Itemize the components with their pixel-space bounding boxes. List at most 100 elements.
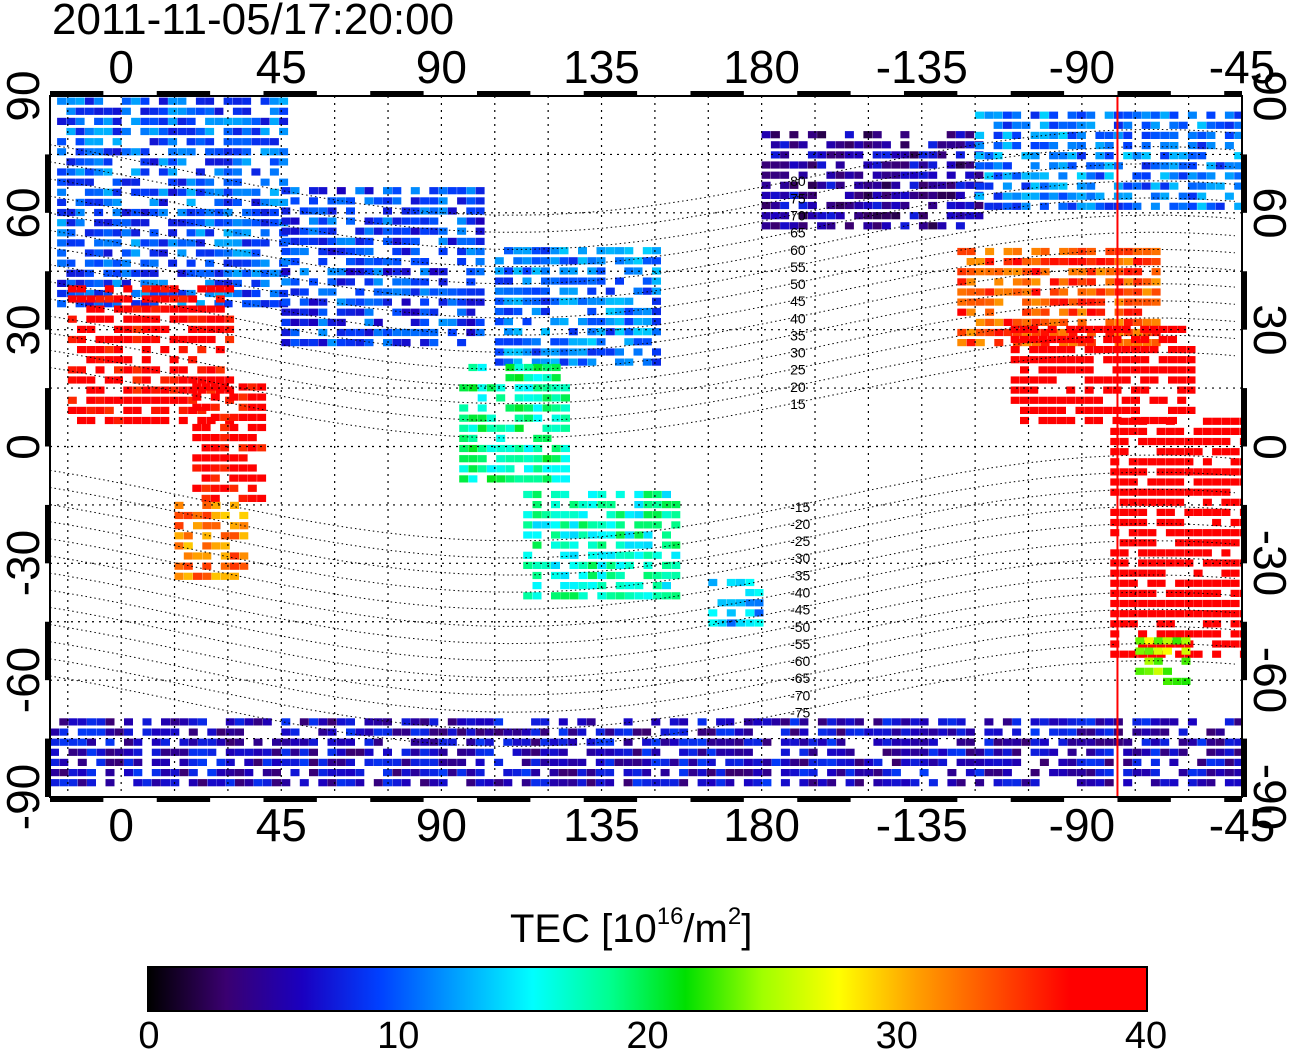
tec-region-8 <box>745 589 755 597</box>
tec-region-15 <box>142 779 152 787</box>
tec-region-0 <box>269 117 279 125</box>
tec-region-15 <box>549 758 559 766</box>
tec-region-2 <box>247 434 257 442</box>
tec-region-5 <box>605 297 615 305</box>
tec-region-0 <box>140 107 150 115</box>
tec-region-9 <box>844 141 854 149</box>
tec-region-5 <box>642 328 652 336</box>
tec-region-15 <box>716 769 726 777</box>
tec-region-4 <box>327 217 337 225</box>
tec-region-10 <box>1178 162 1188 170</box>
tec-region-0 <box>269 219 279 227</box>
tec-region-4 <box>429 197 439 205</box>
tec-region-15 <box>281 738 291 746</box>
tec-region-7 <box>532 490 542 499</box>
tec-region-15 <box>262 779 272 787</box>
tec-region-4 <box>318 258 328 266</box>
tec-region-3 <box>174 511 184 520</box>
tec-region-6 <box>561 394 570 402</box>
tec-region-15 <box>1067 748 1077 756</box>
tec-region-1 <box>123 416 133 425</box>
tec-region-15 <box>780 779 790 787</box>
tec-region-6 <box>514 444 524 453</box>
colorbar-title-exponent-2: 2 <box>727 903 742 930</box>
tec-region-9 <box>807 191 817 199</box>
tec-region-15 <box>531 779 541 787</box>
tec-region-5 <box>587 348 597 356</box>
tec-region-15 <box>531 718 541 726</box>
tec-region-5 <box>513 297 523 305</box>
tec-region-0 <box>205 138 215 146</box>
tec-region-15 <box>734 728 744 736</box>
tec-region-4 <box>346 237 355 245</box>
tec-region-0 <box>223 208 233 217</box>
tec-region-5 <box>494 358 504 366</box>
tec-region-15 <box>540 748 550 756</box>
tec-region-4 <box>355 339 365 347</box>
tec-region-12 <box>1066 325 1076 333</box>
tec-region-9 <box>872 141 882 149</box>
frame-tick <box>903 797 958 802</box>
tec-region-4 <box>373 197 383 205</box>
tec-region-12 <box>1038 406 1048 414</box>
tec-region-4 <box>420 217 430 225</box>
tec-region-6 <box>459 444 469 453</box>
tec-region-4 <box>410 308 420 316</box>
tec-region-11 <box>1022 288 1032 296</box>
tec-region-0 <box>75 239 85 247</box>
tec-region-15 <box>1104 738 1114 746</box>
colorbar-tick-label: 30 <box>875 1015 918 1057</box>
tec-region-13 <box>1128 498 1138 506</box>
tec-region-13 <box>1165 599 1175 608</box>
tec-region-10 <box>1012 192 1022 200</box>
tec-region-15 <box>244 769 254 777</box>
tec-region-2 <box>257 403 267 411</box>
tec-region-4 <box>373 217 383 225</box>
tec-region-0 <box>75 208 85 217</box>
tec-region-6 <box>477 404 487 412</box>
magnetic-latitude-contour <box>50 334 1235 422</box>
tec-region-4 <box>327 288 337 296</box>
tec-region-10 <box>1187 182 1197 190</box>
tec-region-4 <box>438 207 448 215</box>
tec-region-7 <box>569 521 579 529</box>
tec-region-1 <box>206 305 216 313</box>
tec-region-5 <box>587 338 597 346</box>
tec-region-5 <box>624 267 634 275</box>
tec-region-15 <box>780 738 790 746</box>
tec-region-0 <box>84 158 94 166</box>
tec-region-13 <box>1147 589 1157 597</box>
tec-region-6 <box>533 384 543 392</box>
colorbar-title-end: ] <box>741 907 753 951</box>
tec-region-0 <box>94 188 104 196</box>
magnetic-latitude-contour <box>50 300 1235 387</box>
tec-region-4 <box>438 187 448 195</box>
tec-region-4 <box>346 247 355 256</box>
tec-region-10 <box>993 111 1003 119</box>
tec-region-15 <box>910 718 920 726</box>
tec-region-5 <box>652 318 661 326</box>
tec-region-15 <box>1086 779 1096 787</box>
tec-region-6 <box>468 363 478 372</box>
tec-region-5 <box>578 257 587 265</box>
tec-region-9 <box>770 141 780 149</box>
tec-region-13 <box>1230 539 1240 547</box>
tec-region-12 <box>1103 386 1113 394</box>
tec-region-13 <box>1175 610 1185 618</box>
tec-region-0 <box>103 219 113 227</box>
tec-region-15 <box>688 748 698 756</box>
tec-region-10 <box>1030 172 1040 180</box>
frame-tick <box>1010 797 1065 802</box>
tec-region-4 <box>429 187 439 195</box>
tec-region-1 <box>77 416 86 425</box>
magnetic-latitude-label: 65 <box>790 225 806 241</box>
tec-region-4 <box>401 217 411 225</box>
tec-region-0 <box>242 229 252 237</box>
tec-region-13 <box>1119 620 1129 628</box>
tec-region-4 <box>355 237 365 245</box>
tec-region-0 <box>158 198 168 206</box>
tec-region-15 <box>1030 769 1040 777</box>
tec-region-15 <box>318 718 328 726</box>
tec-region-15 <box>198 748 207 756</box>
tec-region-15 <box>549 738 559 746</box>
